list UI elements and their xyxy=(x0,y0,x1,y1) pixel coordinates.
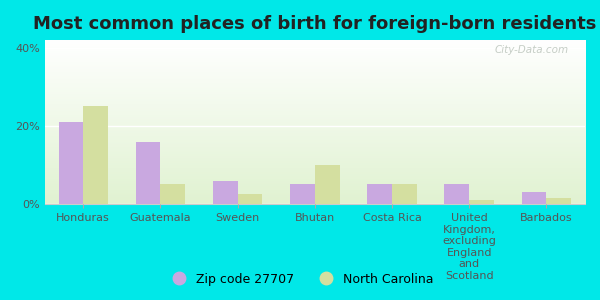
Bar xyxy=(547,198,571,204)
Bar xyxy=(213,181,238,204)
Bar xyxy=(521,192,547,204)
Bar xyxy=(392,184,417,204)
Bar xyxy=(238,194,262,204)
Bar xyxy=(136,142,160,204)
Bar xyxy=(160,184,185,204)
Bar xyxy=(59,122,83,204)
Legend: Zip code 27707, North Carolina: Zip code 27707, North Carolina xyxy=(161,268,439,291)
Bar xyxy=(290,184,315,204)
Bar xyxy=(367,184,392,204)
Bar xyxy=(469,200,494,204)
Text: City-Data.com: City-Data.com xyxy=(494,45,569,55)
Bar xyxy=(83,106,108,204)
Bar xyxy=(445,184,469,204)
Bar xyxy=(315,165,340,204)
Title: Most common places of birth for foreign-born residents: Most common places of birth for foreign-… xyxy=(33,15,596,33)
